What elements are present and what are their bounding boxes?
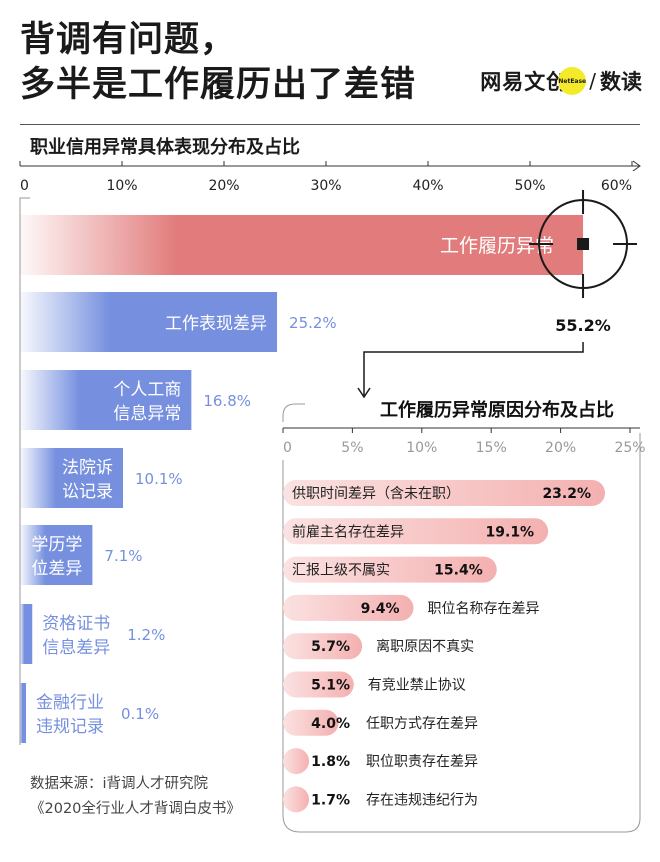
bar-个人工商信息异常 [20, 370, 192, 430]
sub-bar-label: 汇报上级不属实 [292, 563, 390, 579]
sub-frame [282, 433, 641, 833]
bar-label: 讼记录 [62, 482, 113, 502]
sub-value-label: 1.8% [311, 754, 350, 770]
top-rule [20, 124, 640, 125]
sub-bar-有竞业禁止协议 [283, 671, 354, 698]
x-tick-label: 40% [412, 178, 443, 194]
sub-x-tick-label: 0 [283, 440, 292, 456]
x-tick-label: 30% [310, 178, 341, 194]
source-line-2: 《2020全行业人才背调白皮书》 [30, 801, 241, 817]
sub-value-label: 4.0% [311, 716, 350, 732]
value-label: 7.1% [104, 547, 142, 565]
sub-value-label: 1.7% [311, 792, 350, 808]
sub-bar-label: 职位名称存在差异 [427, 601, 539, 617]
bar-label: 法院诉 [62, 458, 113, 478]
bar-label: 信息差异 [42, 638, 110, 658]
brand-section: 数读 [600, 70, 642, 94]
x-tick-label: 20% [208, 178, 239, 194]
sub-value-label: 5.1% [311, 678, 350, 694]
x-axis-arrow [632, 160, 641, 172]
sub-bar-前雇主名存在差异 [283, 518, 549, 545]
sub-bar-汇报上级不属实 [283, 556, 497, 583]
sub-bar-chart: 工作履历异常原因分布及占比 0 5% 10% 15% 20% 25% 供职时间差异（含未在职）… [282, 399, 646, 833]
sub-bar-存在违规违纪行为 [283, 786, 309, 813]
bar-金融行业违规记录 [20, 683, 26, 743]
headline-line-1: 背调有问题， [20, 20, 237, 60]
bar-工作履历异常 [20, 215, 584, 275]
sub-bar-label: 前雇主名存在差异 [292, 523, 404, 540]
bar-工作表现差异 [20, 292, 278, 352]
sub-bar-label: 供职时间差异（含未在职） [292, 486, 460, 502]
x-tick-label: 0 [20, 178, 29, 194]
sub-value-label: 9.4% [361, 601, 400, 617]
sub-value-label: 15.4% [434, 563, 483, 579]
sub-bar-label: 职位职责存在差异 [366, 754, 478, 770]
target-marker [577, 238, 590, 250]
source-note: 数据来源：i背调人才研究院 《2020全行业人才背调白皮书》 [30, 772, 241, 822]
bar-法院诉讼记录 [20, 448, 124, 508]
sub-value-label: 19.1% [486, 524, 535, 540]
sub-bar-label: 任职方式存在差异 [366, 716, 478, 732]
brand-logo: 网易文创 NetEase / 数读 [480, 66, 642, 96]
sub-value-label: 5.7% [311, 639, 350, 655]
value-label: 16.8% [203, 392, 251, 410]
sub-x-tick-label: 25% [614, 440, 645, 456]
sub-bar-任职方式存在差异 [283, 709, 339, 736]
sub-bar-职位职责存在差异 [283, 748, 309, 775]
bar-label: 工作履历异常 [440, 235, 554, 257]
bar-学历学位差异 [20, 525, 93, 585]
headline-line-2: 多半是工作履历出了差错 [20, 65, 417, 105]
headline: 背调有问题， 多半是工作履历出了差错 [20, 18, 416, 108]
bar-label: 违规记录 [36, 717, 104, 737]
sub-x-tick-label: 20% [545, 440, 576, 456]
brand-slash: / [589, 69, 596, 93]
bar-资格证书信息差异 [20, 604, 33, 664]
value-label: 1.2% [127, 626, 165, 644]
sub-frame-top [282, 403, 305, 422]
source-line-1: 数据来源：i背调人才研究院 [30, 776, 209, 792]
brand-name: 网易文创 [480, 70, 569, 94]
sub-bar-离职原因不真实 [283, 633, 363, 660]
main-bar-chart: 0 10% 20% 30% 40% 50% 60% 工作履历异常 55.2% 工作表现差异 25.2… [19, 160, 641, 745]
x-tick-label: 50% [514, 178, 545, 194]
value-label: 25.2% [289, 314, 337, 332]
x-tick-label: 10% [106, 178, 137, 194]
bar-label: 信息异常 [113, 404, 181, 424]
sub-bar-label: 离职原因不真实 [376, 638, 474, 655]
sub-bar-供职时间差异（含未在职） [283, 480, 606, 506]
value-label: 0.1% [121, 705, 159, 723]
sub-x-tick-label: 15% [476, 440, 507, 456]
bar-label: 金融行业 [36, 693, 104, 713]
bar-label: 资格证书 [42, 614, 110, 634]
bar-label: 位差异 [31, 559, 82, 579]
value-label: 10.1% [135, 470, 183, 488]
x-tick-label: 60% [601, 178, 632, 194]
brand-badge: NetEase [558, 67, 587, 95]
bar-label: 学历学 [31, 535, 82, 555]
bar-label: 工作表现差异 [165, 314, 267, 334]
sub-bar-label: 存在违规违纪行为 [366, 792, 478, 808]
connector-line [363, 342, 584, 396]
sub-x-tick-label: 5% [341, 440, 363, 456]
sub-value-label: 23.2% [542, 486, 591, 502]
bar-label: 个人工商 [113, 380, 181, 400]
value-label: 55.2% [555, 316, 611, 335]
sub-bar-职位名称存在差异 [283, 594, 414, 621]
sub-x-tick-label: 10% [406, 440, 437, 456]
chart-subtitle: 职业信用异常具体表现分布及占比 [30, 137, 300, 158]
sub-chart-title: 工作履历异常原因分布及占比 [380, 399, 614, 421]
connector-arrow [357, 387, 371, 399]
sub-bar-label: 有竞业禁止协议 [368, 677, 466, 694]
